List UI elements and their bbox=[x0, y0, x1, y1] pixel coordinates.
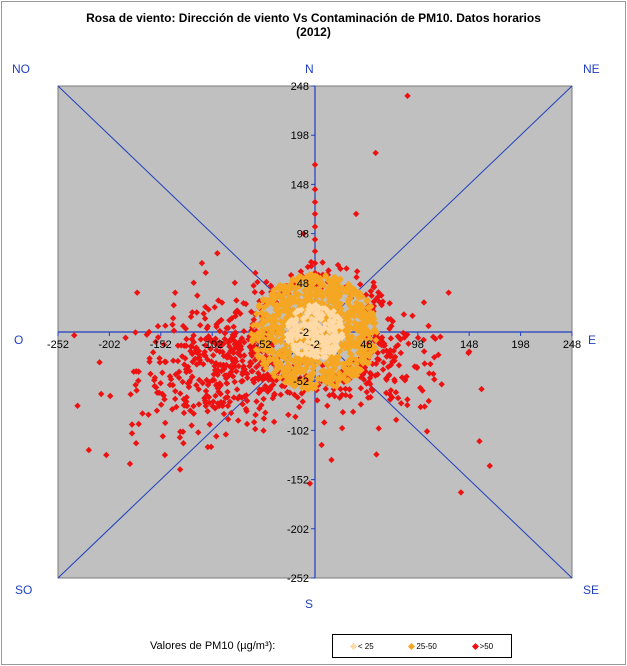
x-tick-label: -252 bbox=[47, 339, 69, 351]
x-tick-label: -202 bbox=[98, 339, 120, 351]
y-tick-label: -252 bbox=[287, 573, 309, 585]
x-tick-label: -52 bbox=[256, 339, 272, 351]
legend-swatch-lt25 bbox=[350, 642, 357, 649]
y-tick-label: 248 bbox=[291, 81, 309, 93]
compass-n: N bbox=[305, 62, 314, 76]
y-tick-label: 148 bbox=[291, 179, 309, 191]
legend: < 25 25-50 >50 bbox=[332, 634, 512, 658]
legend-swatch-gt50 bbox=[472, 642, 479, 649]
y-tick-label: -52 bbox=[293, 376, 309, 388]
x-tick-label: 98 bbox=[412, 339, 424, 351]
x-tick-label: -152 bbox=[150, 339, 172, 351]
compass-e: E bbox=[588, 333, 596, 347]
legend-item-lt25: < 25 bbox=[351, 642, 374, 651]
y-tick-label: -2 bbox=[299, 327, 309, 339]
compass-se: SE bbox=[583, 583, 599, 597]
legend-item-gt50: >50 bbox=[473, 642, 494, 651]
compass-s: S bbox=[305, 597, 313, 611]
y-tick-label: 48 bbox=[297, 278, 309, 290]
y-tick-label: 98 bbox=[297, 229, 309, 241]
compass-so: SO bbox=[15, 583, 32, 597]
x-tick-label: 198 bbox=[511, 339, 529, 351]
x-tick-label: 48 bbox=[360, 339, 372, 351]
legend-item-25-50: 25-50 bbox=[409, 642, 436, 651]
y-tick-label: -152 bbox=[287, 475, 309, 487]
y-tick-label: -202 bbox=[287, 524, 309, 536]
legend-label-gt50: >50 bbox=[480, 642, 494, 651]
y-tick-label: -102 bbox=[287, 425, 309, 437]
legend-label-25-50: 25-50 bbox=[416, 642, 436, 651]
legend-swatch-25-50 bbox=[408, 642, 415, 649]
x-tick-label: -102 bbox=[201, 339, 223, 351]
x-tick-label: -2 bbox=[310, 339, 320, 351]
compass-no: NO bbox=[12, 62, 30, 76]
legend-title: Valores de PM10 (µg/m³): bbox=[150, 640, 275, 652]
x-tick-label: 248 bbox=[563, 339, 581, 351]
x-tick-label: 148 bbox=[460, 339, 478, 351]
y-tick-label: 198 bbox=[291, 130, 309, 142]
compass-ne: NE bbox=[583, 62, 600, 76]
legend-label-lt25: < 25 bbox=[358, 642, 374, 651]
compass-o: O bbox=[14, 333, 23, 347]
